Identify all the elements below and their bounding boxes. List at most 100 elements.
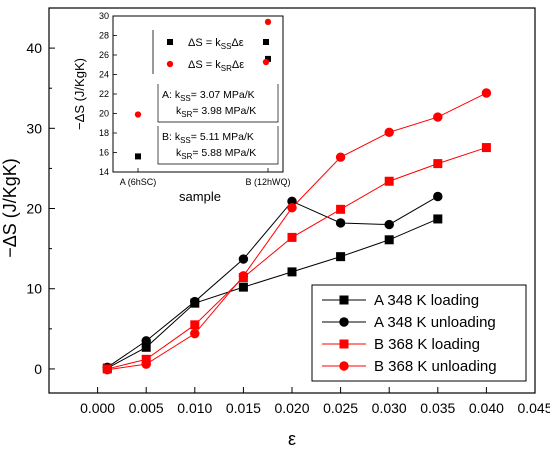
inset-x-tick-label: B (12hWQ)	[245, 177, 290, 187]
y-tick-label: 10	[26, 281, 42, 297]
data-point	[335, 218, 346, 228]
annotation-ksr: kSR= 3.98 MPa/K	[176, 105, 256, 119]
x-tick-label: 0.035	[420, 400, 455, 416]
data-point	[190, 296, 200, 307]
legend-items: A 348 K loading A 348 K unloading B 368 K …	[322, 292, 497, 375]
data-point	[481, 143, 491, 153]
legend-marker	[339, 361, 349, 371]
inset-legend-marker-right	[263, 39, 269, 45]
x-tick-label: 0.000	[80, 400, 115, 416]
inset-legend: ΔS = kSSΔε ΔS = kSRΔε	[166, 37, 270, 73]
inset-y-tick-label: 30	[99, 11, 109, 21]
data-point	[384, 235, 394, 245]
legend-entry-a-348-k-unloading: A 348 K unloading	[322, 314, 496, 331]
inset-y-tick-label: 26	[99, 50, 109, 60]
inset-y-tick-label: 22	[99, 89, 109, 99]
inset-points	[134, 18, 272, 160]
data-point	[287, 202, 297, 213]
legend-label: A 348 K loading	[374, 292, 479, 309]
inset-y-tick-label: 28	[99, 31, 109, 41]
x-tick-label: 0.040	[469, 400, 504, 416]
data-point	[238, 254, 249, 264]
annotation-ksr: kSR= 5.88 MPa/K	[176, 147, 256, 161]
annotation-a: A: kSS= 3.07 MPa/K kSR= 3.98 MPa/K	[157, 84, 279, 123]
legend-entry-b-368-k-unloading: B 368 K unloading	[322, 358, 497, 375]
legend-label: B 368 K unloading	[374, 358, 497, 375]
inset-y-tick-label: 20	[99, 109, 109, 119]
data-point	[335, 152, 346, 162]
y-tick-label: 20	[26, 201, 42, 217]
inset-data-point	[135, 153, 141, 160]
legend-entry-a-348-k-loading: A 348 K loading	[322, 292, 479, 309]
inset-legend-label: ΔS = kSRΔε	[188, 59, 244, 73]
x-axis-title: ε	[288, 429, 296, 449]
inset-axis-ticks: 14 16 18 20 22 24 26 28 30 A (6hSC) B (12hWQ)	[99, 11, 291, 187]
data-point	[190, 328, 200, 339]
inset-x-axis-title: sample	[179, 189, 221, 204]
main-axis-ticks: 0.000 0.005 0.010 0.015 0.020 0.025 0.030 0.035…	[26, 40, 550, 416]
data-point	[336, 252, 346, 262]
data-point	[433, 159, 443, 169]
main-series-group	[102, 88, 492, 375]
data-point	[141, 359, 151, 369]
inset-legend-label: ΔS = kSSΔε	[188, 37, 244, 51]
data-point	[481, 88, 492, 98]
inset-legend-marker	[167, 39, 173, 45]
data-point	[433, 191, 443, 202]
data-point	[433, 112, 443, 122]
annotation-box	[157, 84, 279, 123]
legend-label: B 368 K loading	[374, 336, 480, 353]
data-point	[433, 214, 443, 224]
inset-y-axis-title: −ΔS (J/KgK)	[72, 58, 87, 130]
inset-y-tick-label: 14	[99, 167, 109, 177]
main-legend: A 348 K loading A 348 K unloading B 368 K …	[311, 284, 527, 382]
inset-y-tick-label: 16	[99, 148, 109, 158]
data-point	[141, 354, 151, 364]
x-tick-label: 0.015	[226, 400, 261, 416]
inset-chart: 14 16 18 20 22 24 26 28 30 A (6hSC) B (12hWQ) samp…	[72, 11, 291, 204]
series-line	[107, 218, 438, 369]
inset-data-point	[134, 111, 142, 118]
inset-legend-marker	[166, 60, 174, 68]
annotation-box	[157, 126, 279, 165]
annotation-kss: B: kSS= 5.11 MPa/K	[162, 131, 254, 145]
inset-data-point	[264, 18, 272, 25]
x-tick-label: 0.010	[177, 400, 212, 416]
y-tick-label: 40	[26, 40, 42, 56]
data-point	[238, 271, 249, 281]
x-tick-label: 0.025	[323, 400, 358, 416]
y-tick-label: 30	[26, 120, 42, 136]
annotation-b: B: kSS= 5.11 MPa/K kSR= 5.88 MPa/K	[157, 126, 279, 165]
legend-entry-b-368-k-loading: B 368 K loading	[322, 336, 480, 353]
data-point	[238, 282, 248, 292]
series-line	[107, 196, 439, 368]
x-tick-label: 0.020	[274, 400, 309, 416]
inset-legend-marker-right	[262, 58, 270, 66]
x-tick-label: 0.045	[517, 400, 550, 416]
legend-marker	[339, 339, 349, 349]
inset-plot-frame	[112, 15, 284, 173]
x-tick-label: 0.030	[372, 400, 407, 416]
data-point	[384, 219, 394, 230]
annotation-kss: A: kSS= 3.07 MPa/K	[162, 89, 255, 103]
inset-y-tick-label: 18	[99, 128, 109, 138]
data-point	[102, 365, 113, 375]
data-point	[287, 232, 297, 242]
data-point	[336, 204, 346, 214]
inset-annotations: A: kSS= 3.07 MPa/K kSR= 3.98 MPa/K B: kSS=…	[157, 84, 279, 165]
legend-marker	[339, 295, 349, 305]
legend-label: A 348 K unloading	[374, 314, 496, 331]
data-point	[190, 320, 200, 330]
data-point	[287, 267, 297, 277]
data-point	[141, 336, 151, 346]
data-point	[384, 176, 394, 186]
y-tick-label: 0	[34, 361, 42, 377]
series-b-368-k-unloading	[102, 88, 492, 375]
inset-y-tick-label: 24	[99, 70, 109, 80]
data-point	[384, 127, 394, 138]
inset-data-point	[265, 55, 271, 62]
inset-x-tick-label: A (6hSC)	[120, 177, 157, 187]
legend-marker	[339, 317, 349, 327]
y-axis-title: −ΔS (J/KgK)	[0, 158, 20, 258]
